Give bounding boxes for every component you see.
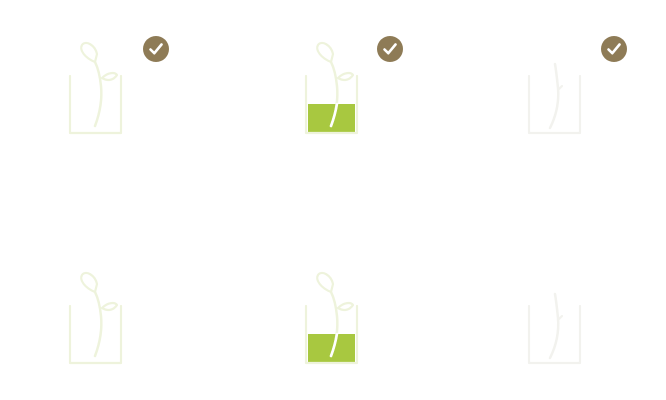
checkmark-icon (601, 36, 627, 62)
tile-stem-cup-empty[interactable] (514, 260, 654, 400)
sprout-leaf-top (80, 41, 99, 64)
checkmark-icon (377, 36, 403, 62)
cup-outline (304, 74, 359, 135)
stem-node (556, 84, 564, 92)
cup-outline (527, 304, 582, 365)
tile-sprout-cup-watered[interactable] (291, 260, 431, 400)
tile-sprout-cup-watered-checked[interactable] (291, 30, 431, 170)
sprout-leaf-side (336, 71, 355, 82)
cup-outline (68, 74, 123, 135)
tile-sprout-cup-empty[interactable] (55, 260, 195, 400)
sprout-leaf-side (100, 301, 119, 312)
water-fill (308, 334, 355, 362)
tile-stem-cup-empty-checked[interactable] (514, 30, 654, 170)
sprout-stem (93, 60, 103, 128)
stem-node (556, 314, 564, 322)
cup-icon (68, 41, 123, 135)
cup-icon (304, 271, 359, 365)
cup-icon (527, 62, 582, 135)
sprout-leaf-side (336, 301, 355, 312)
cup-icon (527, 292, 582, 365)
checkmark-icon (143, 36, 169, 62)
bare-stem (548, 292, 560, 360)
bare-stem (548, 62, 560, 130)
sprout-leaf-top (80, 271, 99, 294)
water-fill (308, 104, 355, 132)
sprout-leaf-top (316, 271, 335, 294)
sprout-leaf-top (316, 41, 335, 64)
cup-outline (527, 74, 582, 135)
sprout-leaf-side (100, 71, 119, 82)
cup-outline (68, 304, 123, 365)
sprout-stem (93, 290, 103, 358)
cup-icon (68, 271, 123, 365)
cup-icon (304, 41, 359, 135)
cup-outline (304, 304, 359, 365)
sprout-stem-in-water (329, 332, 339, 358)
tile-sprout-cup-empty-checked[interactable] (55, 30, 195, 170)
sprout-stem-in-water (329, 102, 339, 128)
